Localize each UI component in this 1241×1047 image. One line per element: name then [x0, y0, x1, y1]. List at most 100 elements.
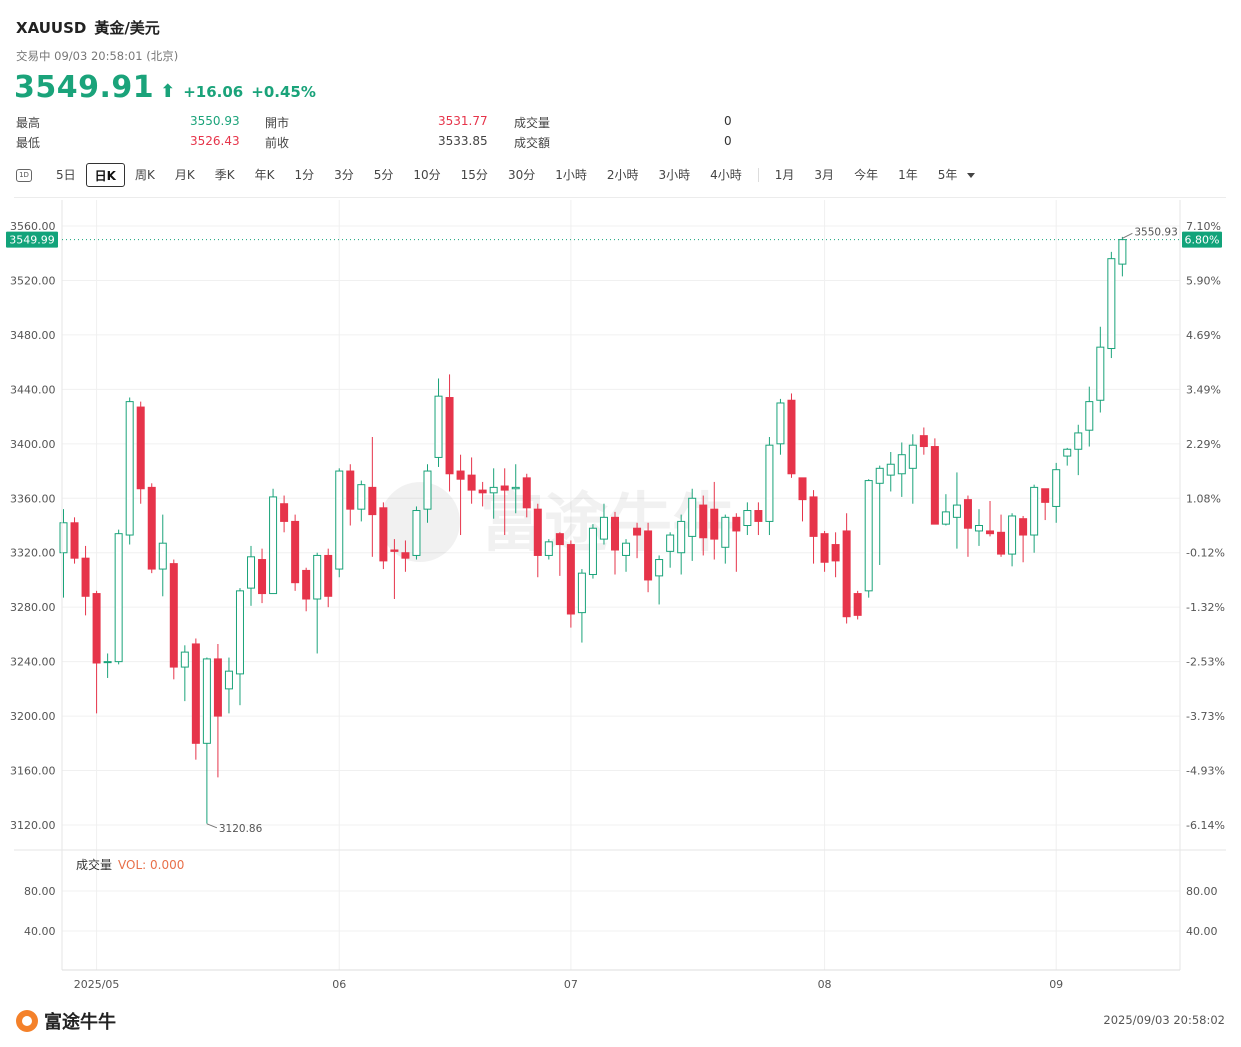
tab-5y-dropdown[interactable]: 5年 [928, 163, 986, 187]
tab-1h[interactable]: 1小時 [555, 168, 587, 182]
pct-tick-label: 1.08% [1186, 492, 1221, 505]
candle-body [533, 508, 542, 556]
candle [125, 397, 134, 545]
candle-body [633, 527, 642, 536]
candle [655, 555, 664, 605]
vol-tick-label-right: 40.00 [1186, 925, 1218, 938]
chart-overlays: 3549.99 6.80% 3550.93 3120.86 [6, 226, 1222, 835]
tab-weekly-k[interactable]: 周K [134, 168, 155, 182]
pct-tick-label: -3.73% [1186, 710, 1225, 723]
tab-15min[interactable]: 15分 [460, 168, 488, 182]
tab-5min[interactable]: 5分 [373, 168, 394, 182]
candle [644, 522, 653, 593]
candle-body [831, 544, 840, 562]
x-tick-label: 06 [332, 978, 346, 991]
candle-body [136, 406, 145, 490]
candle-body [291, 520, 300, 584]
max-annotation-line [1122, 232, 1133, 239]
y-tick-label: 3560.00 [10, 220, 56, 233]
tab-5d[interactable]: 5日 [56, 168, 76, 182]
min-annotation-line [206, 823, 218, 829]
y-tick-label: 3480.00 [10, 329, 56, 342]
tab-3min[interactable]: 3分 [334, 168, 354, 182]
candle [81, 545, 90, 616]
candle-body [258, 559, 267, 595]
tab-3h[interactable]: 3小時 [658, 168, 691, 182]
tab-10min[interactable]: 10分 [413, 168, 441, 182]
turnover-value: 0 [724, 134, 732, 148]
candle-body [1096, 346, 1105, 401]
candle-body [379, 507, 388, 562]
max-annotation: 3550.93 [1134, 226, 1177, 238]
candle [346, 464, 355, 526]
candle [1030, 484, 1039, 553]
high-label: 最高 [16, 116, 41, 130]
candle [70, 517, 79, 564]
candle-body [456, 470, 465, 480]
volume-panel-title: 成交量 [76, 858, 113, 872]
candle-body [842, 530, 851, 618]
candle [291, 514, 300, 591]
candle-body [103, 661, 112, 664]
tab-1min[interactable]: 1分 [294, 168, 315, 182]
candle [522, 473, 531, 518]
candle-body [721, 516, 730, 548]
toolbar-divider [14, 197, 1226, 198]
price-change: +16.06 [183, 83, 244, 101]
candle [280, 495, 289, 533]
intraday-icon[interactable]: 1D [16, 168, 32, 182]
candle [1107, 251, 1116, 359]
candle [787, 393, 796, 478]
candle [235, 588, 244, 706]
tab-daily-k[interactable]: 日K [85, 163, 125, 187]
tab-monthly-k[interactable]: 月K [174, 168, 195, 182]
tab-30min[interactable]: 30分 [507, 168, 536, 182]
candle [776, 398, 785, 455]
chart-grid [62, 200, 1180, 970]
candle-body [986, 530, 995, 535]
candle [599, 503, 608, 545]
candle-body [599, 516, 608, 540]
candle-body [467, 474, 476, 491]
candle [842, 513, 851, 624]
tab-quarterly-k[interactable]: 季K [214, 168, 235, 182]
candle-body [390, 549, 399, 552]
candle-body [787, 399, 796, 475]
candle-body [180, 651, 189, 668]
tab-4h[interactable]: 4小時 [710, 168, 742, 182]
y-tick-label: 3320.00 [10, 547, 56, 560]
candle [247, 545, 256, 606]
candle-body [434, 395, 443, 458]
candle-body [280, 503, 289, 522]
candle-body [1030, 486, 1039, 536]
tab-2h[interactable]: 2小時 [606, 168, 639, 182]
candle [335, 468, 344, 578]
tab-1y[interactable]: 1年 [898, 168, 918, 182]
tab-3m-range[interactable]: 3月 [814, 168, 835, 182]
candle [864, 479, 873, 598]
candle-body [81, 557, 90, 597]
candle [997, 514, 1006, 557]
candle [853, 590, 862, 620]
tab-ytd[interactable]: 今年 [854, 168, 879, 182]
candle [743, 502, 752, 536]
vol-tick-label: 80.00 [24, 885, 56, 898]
candle [930, 438, 939, 525]
candle [765, 437, 774, 536]
tab-1m-range[interactable]: 1月 [774, 168, 795, 182]
tab-yearly-k[interactable]: 年K [254, 168, 275, 182]
vol-tick-label: 40.00 [24, 925, 56, 938]
x-tick-label: 08 [818, 978, 832, 991]
pct-tick-label: -6.14% [1186, 819, 1225, 832]
candle-body [908, 444, 917, 469]
x-tick-label: 2025/05 [74, 978, 120, 991]
candle [169, 559, 178, 680]
candle [611, 511, 619, 575]
candle-body [114, 533, 123, 663]
candle-body [59, 522, 68, 554]
candle-body [401, 552, 410, 559]
candle-body [247, 556, 256, 589]
candle-body [798, 477, 807, 501]
candle-body [357, 484, 366, 510]
